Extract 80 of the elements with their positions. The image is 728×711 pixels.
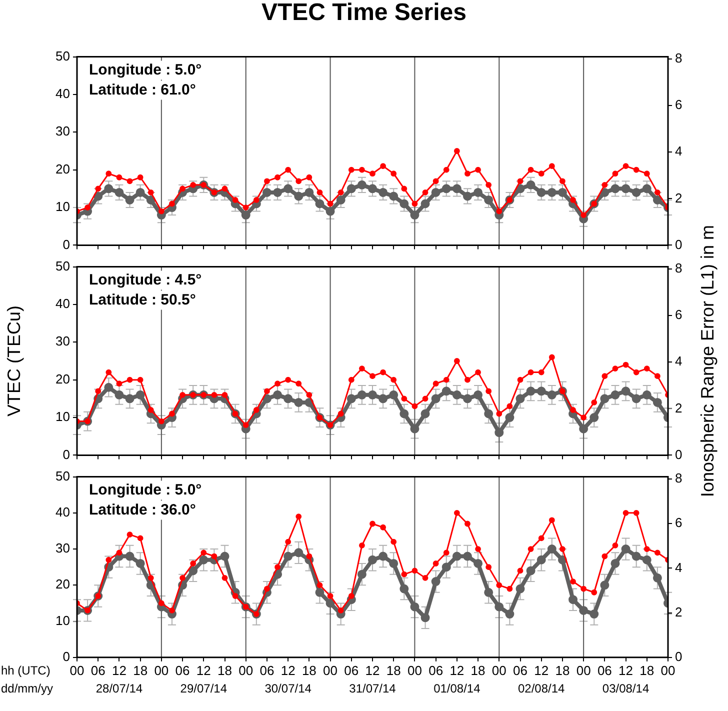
x-tick-label: 12 <box>618 662 634 678</box>
x-tick-label: 18 <box>386 662 401 678</box>
x-tick-label: 06 <box>344 662 359 678</box>
annotation: Longitude : 4.5° <box>89 271 202 288</box>
chart-title: VTEC Time Series <box>260 0 468 26</box>
x-tick-label: 18 <box>470 662 486 678</box>
text: 02/08/14 <box>518 682 566 696</box>
x-tick-label: 12 <box>196 662 211 678</box>
x-tick-label: 06 <box>428 662 444 678</box>
annotation: Latitude : 36.0° <box>89 501 196 518</box>
x-tick-label: 12 <box>112 662 126 678</box>
y2-tick-label: 4 <box>675 144 682 159</box>
y-tick-label: 50 <box>56 468 70 484</box>
x-tick-label: 00 <box>492 662 506 678</box>
y2-tick-label: 8 <box>675 260 682 276</box>
x-tick-label: 00 <box>660 662 676 678</box>
y-tick-label: 50 <box>56 48 70 64</box>
y-tick-label: 50 <box>56 258 70 274</box>
y-tick-label: 0 <box>62 648 70 664</box>
x-tick-label: 00 <box>576 662 591 678</box>
y2-axis-title: Ionospheric Range Error (L1) in m <box>698 224 718 498</box>
y2-tick-label: 4 <box>675 354 682 369</box>
x-tick-label: 00 <box>323 662 338 678</box>
y-tick-label: 10 <box>56 612 70 628</box>
y-tick-label: 20 <box>56 576 70 592</box>
y2-tick-label: 0 <box>675 648 682 664</box>
y-tick-label: 40 <box>56 86 70 102</box>
y2-tick-label: 2 <box>675 400 682 416</box>
text: 01/08/14 <box>434 682 481 696</box>
x-tick-label: 00 <box>238 662 254 678</box>
y-tick-label: 30 <box>56 334 70 349</box>
annotation: Longitude : 5.0° <box>89 481 202 498</box>
x-tick-label: 06 <box>175 662 190 678</box>
x-tick-label: 18 <box>555 662 570 678</box>
x-tick-label: 00 <box>407 662 422 678</box>
x-tick-label: 12 <box>280 662 296 678</box>
y-tick-label: 10 <box>56 199 70 214</box>
annotation: Latitude : 50.5° <box>89 291 196 308</box>
x-tick-label: 12 <box>534 662 549 678</box>
y-tick-label: 40 <box>56 296 70 312</box>
x-axis-title: hh (UTC) <box>1 664 50 678</box>
y-tick-label: 30 <box>56 540 70 556</box>
y2-tick-label: 6 <box>675 307 682 322</box>
y2-tick-label: 6 <box>675 97 682 112</box>
y2-tick-label: 4 <box>675 560 682 575</box>
x-tick-label: 12 <box>450 662 464 678</box>
x-tick-label: 06 <box>597 662 612 678</box>
y-tick-label: 0 <box>62 446 70 462</box>
y-tick-label: 20 <box>56 371 70 386</box>
y-tick-label: 10 <box>56 409 70 424</box>
y-axis-title: VTEC (TECu) <box>4 305 24 417</box>
y2-tick-label: 0 <box>675 446 682 462</box>
x-tick-label: 18 <box>302 662 316 678</box>
y2-tick-label: 6 <box>675 515 682 530</box>
text: dd/mm/yy <box>1 682 54 696</box>
text: 29/07/14 <box>180 682 228 696</box>
y2-tick-label: 8 <box>675 470 682 486</box>
y-tick-label: 0 <box>62 236 70 252</box>
x-tick-label: 00 <box>70 662 84 678</box>
y2-tick-label: 8 <box>675 50 682 66</box>
text: 31/07/14 <box>349 682 396 696</box>
x-tick-label: 18 <box>218 662 232 678</box>
y-tick-label: 40 <box>56 504 70 520</box>
x-tick-label: 00 <box>154 662 169 678</box>
y2-tick-label: 2 <box>675 604 682 620</box>
text: 03/08/14 <box>602 682 650 696</box>
x-tick-label: 06 <box>513 662 528 678</box>
y2-tick-label: 0 <box>675 236 682 252</box>
annotation: Longitude : 5.0° <box>89 61 202 78</box>
y-tick-label: 30 <box>56 124 70 139</box>
text: 28/07/14 <box>96 682 143 696</box>
x-tick-label: 18 <box>640 662 654 678</box>
y2-tick-label: 2 <box>675 190 682 206</box>
x-tick-label: 06 <box>90 662 106 678</box>
text: 30/07/14 <box>264 682 312 696</box>
x-tick-label: 06 <box>260 662 274 678</box>
annotation: Latitude : 61.0° <box>89 81 196 98</box>
y-tick-label: 20 <box>56 161 70 176</box>
x-tick-label: 12 <box>365 662 380 678</box>
x-tick-label: 18 <box>133 662 148 678</box>
